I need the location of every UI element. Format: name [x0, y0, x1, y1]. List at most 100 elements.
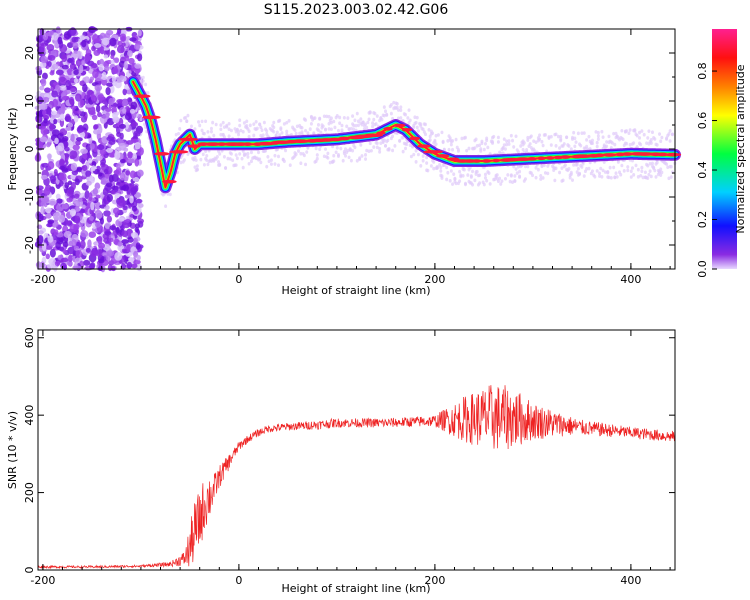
heatmap-halo-cell: [329, 127, 333, 132]
heatmap-halo-cell: [575, 170, 579, 174]
heatmap-halo-cell: [309, 122, 313, 126]
heatmap-peak-cell: [409, 136, 421, 141]
heatmap-halo-cell: [632, 141, 636, 145]
heatmap-noise-cell: [92, 129, 101, 135]
heatmap-halo-cell: [322, 114, 326, 119]
heatmap-noise-cell: [61, 203, 69, 210]
heatmap-halo-cell: [554, 144, 558, 148]
heatmap-noise-cell: [97, 112, 102, 118]
heatmap-halo-cell: [648, 161, 652, 166]
heatmap-peak-cell: [383, 127, 393, 131]
heatmap-noise-cell: [66, 220, 71, 226]
heatmap-noise-cell: [108, 138, 116, 146]
heatmap-halo-cell: [538, 137, 542, 142]
heatmap-halo-cell: [445, 165, 449, 170]
heatmap-halo-cell: [389, 111, 393, 116]
heatmap-halo-cell: [582, 174, 586, 178]
heatmap-noise-cell: [43, 103, 48, 110]
heatmap-noise-cell: [71, 170, 79, 176]
heatmap-noise-cell: [39, 136, 48, 143]
heatmap-halo-cell: [294, 131, 298, 136]
heatmap-halo-cell: [536, 167, 540, 172]
heatmap-noise-cell: [75, 249, 83, 258]
heatmap-noise-cell: [40, 55, 48, 64]
heatmap-noise-cell: [58, 172, 67, 181]
heatmap-halo-cell: [503, 176, 507, 181]
heatmap-halo-cell: [561, 178, 565, 183]
heatmap-halo-cell: [638, 136, 642, 140]
heatmap-halo-cell: [580, 131, 584, 135]
heatmap-peak-cell: [602, 153, 617, 157]
heatmap-noise-cell: [45, 142, 51, 148]
heatmap-halo-cell: [222, 125, 226, 129]
heatmap-peak-cell: [291, 139, 310, 144]
heatmap-halo-cell: [665, 162, 669, 166]
heatmap-halo-cell: [340, 123, 344, 128]
heatmap-halo-cell: [452, 172, 456, 176]
heatmap-halo-cell: [565, 135, 569, 139]
heatmap-halo-cell: [459, 173, 463, 178]
heatmap-halo-cell: [364, 157, 368, 161]
heatmap-halo-cell: [259, 125, 263, 130]
heatmap-noise-cell: [68, 96, 75, 105]
heatmap-halo-cell: [427, 128, 431, 132]
heatmap-peak-cell: [436, 154, 450, 158]
heatmap-halo-cell: [501, 146, 505, 150]
heatmap-halo-cell: [641, 175, 645, 180]
heatmap-noise-cell: [53, 229, 59, 236]
heatmap-noise-cell: [71, 239, 77, 247]
heatmap-halo-cell: [632, 173, 636, 177]
heatmap-halo-cell: [296, 149, 300, 153]
heatmap-halo-cell: [607, 134, 611, 139]
heatmap-noise-cell: [109, 225, 116, 231]
heatmap-halo-cell: [142, 122, 146, 127]
heatmap-halo-cell: [554, 166, 558, 171]
heatmap-peak-cell: [178, 137, 199, 142]
heatmap-halo-cell: [425, 155, 429, 160]
heatmap-noise-cell: [114, 187, 119, 193]
heatmap-halo-cell: [546, 171, 550, 176]
heatmap-halo-cell: [371, 124, 375, 129]
heatmap-halo-cell: [241, 165, 245, 170]
heatmap-noise-cell: [111, 106, 117, 115]
heatmap-peak-cell: [492, 158, 501, 163]
heatmap-halo-cell: [396, 116, 400, 121]
heatmap-noise-cell: [68, 254, 73, 263]
heatmap-noise-cell: [69, 86, 77, 93]
heatmap-noise-cell: [122, 205, 128, 211]
heatmap-halo-cell: [416, 152, 420, 157]
heatmap-noise-cell: [80, 148, 88, 155]
heatmap-noise-cell: [131, 138, 139, 143]
heatmap-peak-cell: [665, 152, 682, 157]
heatmap-noise-cell: [63, 230, 72, 238]
heatmap-halo-cell: [646, 136, 650, 140]
heatmap-halo-cell: [613, 175, 617, 180]
heatmap-halo-cell: [596, 130, 600, 135]
heatmap-halo-cell: [648, 169, 652, 173]
x-tick-label: 400: [620, 273, 641, 286]
heatmap-halo-cell: [272, 125, 276, 130]
heatmap-noise-cell: [118, 142, 127, 151]
heatmap-halo-cell: [482, 182, 486, 187]
colorbar: [712, 29, 737, 269]
heatmap-halo-cell: [622, 169, 626, 173]
snr-series: [37, 385, 676, 570]
heatmap-halo-cell: [629, 175, 633, 179]
heatmap-noise-cell: [88, 192, 93, 202]
heatmap-peak-cell: [142, 115, 161, 120]
heatmap-halo-cell: [247, 129, 251, 133]
heatmap-halo-cell: [646, 176, 650, 180]
colorbar-tick-label: 0.2: [696, 211, 709, 229]
heatmap-halo-cell: [553, 178, 557, 183]
heatmap-halo-cell: [368, 141, 372, 146]
heatmap-halo-cell: [569, 147, 573, 151]
heatmap-halo-cell: [519, 144, 523, 148]
heatmap-halo-cell: [434, 133, 438, 138]
heatmap-halo-cell: [488, 182, 492, 186]
bottom-x-axis-label: Height of straight line (km): [281, 582, 430, 595]
heatmap-halo-cell: [478, 173, 482, 178]
heatmap-halo-cell: [505, 142, 509, 147]
heatmap-halo-cell: [593, 174, 597, 179]
heatmap-noise-cell: [135, 125, 144, 134]
